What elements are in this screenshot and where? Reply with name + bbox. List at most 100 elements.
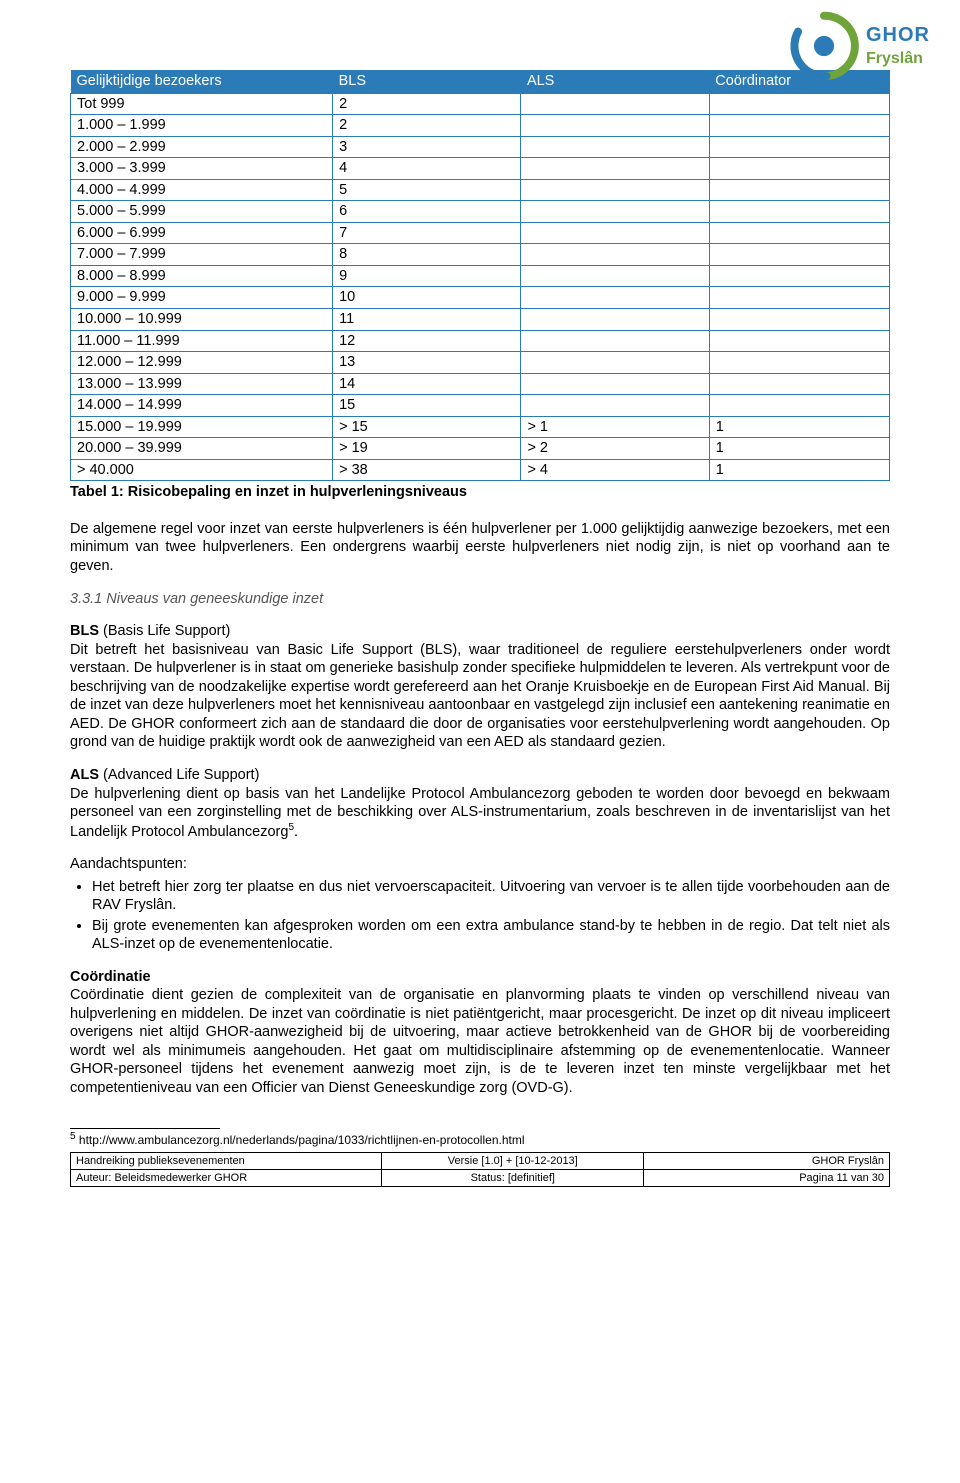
table-cell: 15 [333,395,521,417]
footnote-text: http://www.ambulancezorg.nl/nederlands/p… [76,1133,525,1147]
table-row: 13.000 – 13.99914 [71,373,890,395]
list-item: Bij grote evenementen kan afgesproken wo… [92,917,890,954]
table-cell: 13 [333,352,521,374]
table-cell: > 38 [333,459,521,481]
brand-logo: GHOR Fryslân [788,10,930,82]
table-cell [709,373,889,395]
table-cell [521,373,709,395]
table-cell [521,330,709,352]
intro-paragraph: De algemene regel voor inzet van eerste … [70,520,890,576]
table-cell: 12.000 – 12.999 [71,352,333,374]
table-cell [709,179,889,201]
footer-page: Pagina 11 van 30 [644,1169,890,1186]
table-cell: 13.000 – 13.999 [71,373,333,395]
list-item: Het betreft hier zorg ter plaatse en dus… [92,878,890,915]
table-cell [521,201,709,223]
table-cell: 9 [333,265,521,287]
table-cell: 4.000 – 4.999 [71,179,333,201]
table-cell [521,352,709,374]
table-cell: 11 [333,309,521,331]
table-row: 1.000 – 1.9992 [71,115,890,137]
attention-title: Aandachtspunten: [70,855,890,874]
table-cell: 11.000 – 11.999 [71,330,333,352]
table-cell: 1.000 – 1.999 [71,115,333,137]
table-row: Tot 9992 [71,93,890,115]
table-cell: > 15 [333,416,521,438]
footer-status: Status: [definitief] [382,1169,644,1186]
table-cell [709,201,889,223]
bls-title: BLS [70,623,99,639]
table-cell [521,222,709,244]
table-cell: > 2 [521,438,709,460]
table-cell [709,244,889,266]
attention-list: Het betreft hier zorg ter plaatse en dus… [92,878,890,954]
col-header-0: Gelijktijdige bezoekers [71,70,333,93]
table-cell [521,158,709,180]
table-cell [521,265,709,287]
footer-author: Auteur: Beleidsmedewerker GHOR [71,1169,382,1186]
table-cell: 2.000 – 2.999 [71,136,333,158]
table-cell: > 40.000 [71,459,333,481]
table-cell: 1 [709,438,889,460]
table-cell [521,115,709,137]
table-row: 20.000 – 39.999> 19> 21 [71,438,890,460]
table-cell [709,158,889,180]
table-cell: 3.000 – 3.999 [71,158,333,180]
bls-body: Dit betreft het basisniveau van Basic Li… [70,642,890,751]
coord-body: Coördinatie dient gezien de complexiteit… [70,987,890,1096]
table-row: 7.000 – 7.9998 [71,244,890,266]
table-cell: 4 [333,158,521,180]
als-title: ALS [70,767,99,783]
table-cell: 6 [333,201,521,223]
table-row: 11.000 – 11.99912 [71,330,890,352]
table-cell [709,395,889,417]
coord-paragraph: Coördinatie Coördinatie dient gezien de … [70,968,890,1098]
table-row: 14.000 – 14.99915 [71,395,890,417]
table-cell [521,93,709,115]
table-cell [521,136,709,158]
col-header-1: BLS [333,70,521,93]
risk-table: Gelijktijdige bezoekersBLSALSCoördinator… [70,70,890,481]
table-cell: Tot 999 [71,93,333,115]
als-title-suffix: (Advanced Life Support) [99,767,259,783]
table-cell [521,287,709,309]
table-cell [709,352,889,374]
table-row: 5.000 – 5.9996 [71,201,890,223]
table-row: 3.000 – 3.9994 [71,158,890,180]
table-cell: > 1 [521,416,709,438]
als-paragraph: ALS (Advanced Life Support) De hulpverle… [70,766,890,841]
table-cell [521,179,709,201]
table-row: 12.000 – 12.99913 [71,352,890,374]
table-cell [521,244,709,266]
table-caption: Tabel 1: Risicobepaling en inzet in hulp… [70,483,890,502]
table-cell: 10.000 – 10.999 [71,309,333,331]
footnote: 5 http://www.ambulancezorg.nl/nederlands… [70,1131,890,1148]
table-cell: 8 [333,244,521,266]
table-cell [709,265,889,287]
table-cell: 2 [333,93,521,115]
table-row: 2.000 – 2.9993 [71,136,890,158]
section-heading: 3.3.1 Niveaus van geneeskundige inzet [70,590,890,609]
footer-version: Versie [1.0] + [10-12-2013] [382,1152,644,1169]
table-cell: 7 [333,222,521,244]
table-row: > 40.000> 38> 41 [71,459,890,481]
table-row: 15.000 – 19.999> 15> 11 [71,416,890,438]
table-cell: 3 [333,136,521,158]
table-cell [709,136,889,158]
table-row: 8.000 – 8.9999 [71,265,890,287]
table-cell: > 19 [333,438,521,460]
table-cell: 14.000 – 14.999 [71,395,333,417]
logo-text-line2: Fryslân [866,49,930,69]
table-cell: 1 [709,459,889,481]
table-cell [709,93,889,115]
coord-title: Coördinatie [70,969,151,985]
footer-doc-title: Handreiking publieksevenementen [71,1152,382,1169]
col-header-2: ALS [521,70,709,93]
table-cell [709,115,889,137]
table-row: 9.000 – 9.99910 [71,287,890,309]
table-cell: 14 [333,373,521,395]
table-cell: 5.000 – 5.999 [71,201,333,223]
table-cell: 6.000 – 6.999 [71,222,333,244]
bls-paragraph: BLS (Basis Life Support) Dit betreft het… [70,622,890,752]
logo-swirl-icon [788,10,860,82]
